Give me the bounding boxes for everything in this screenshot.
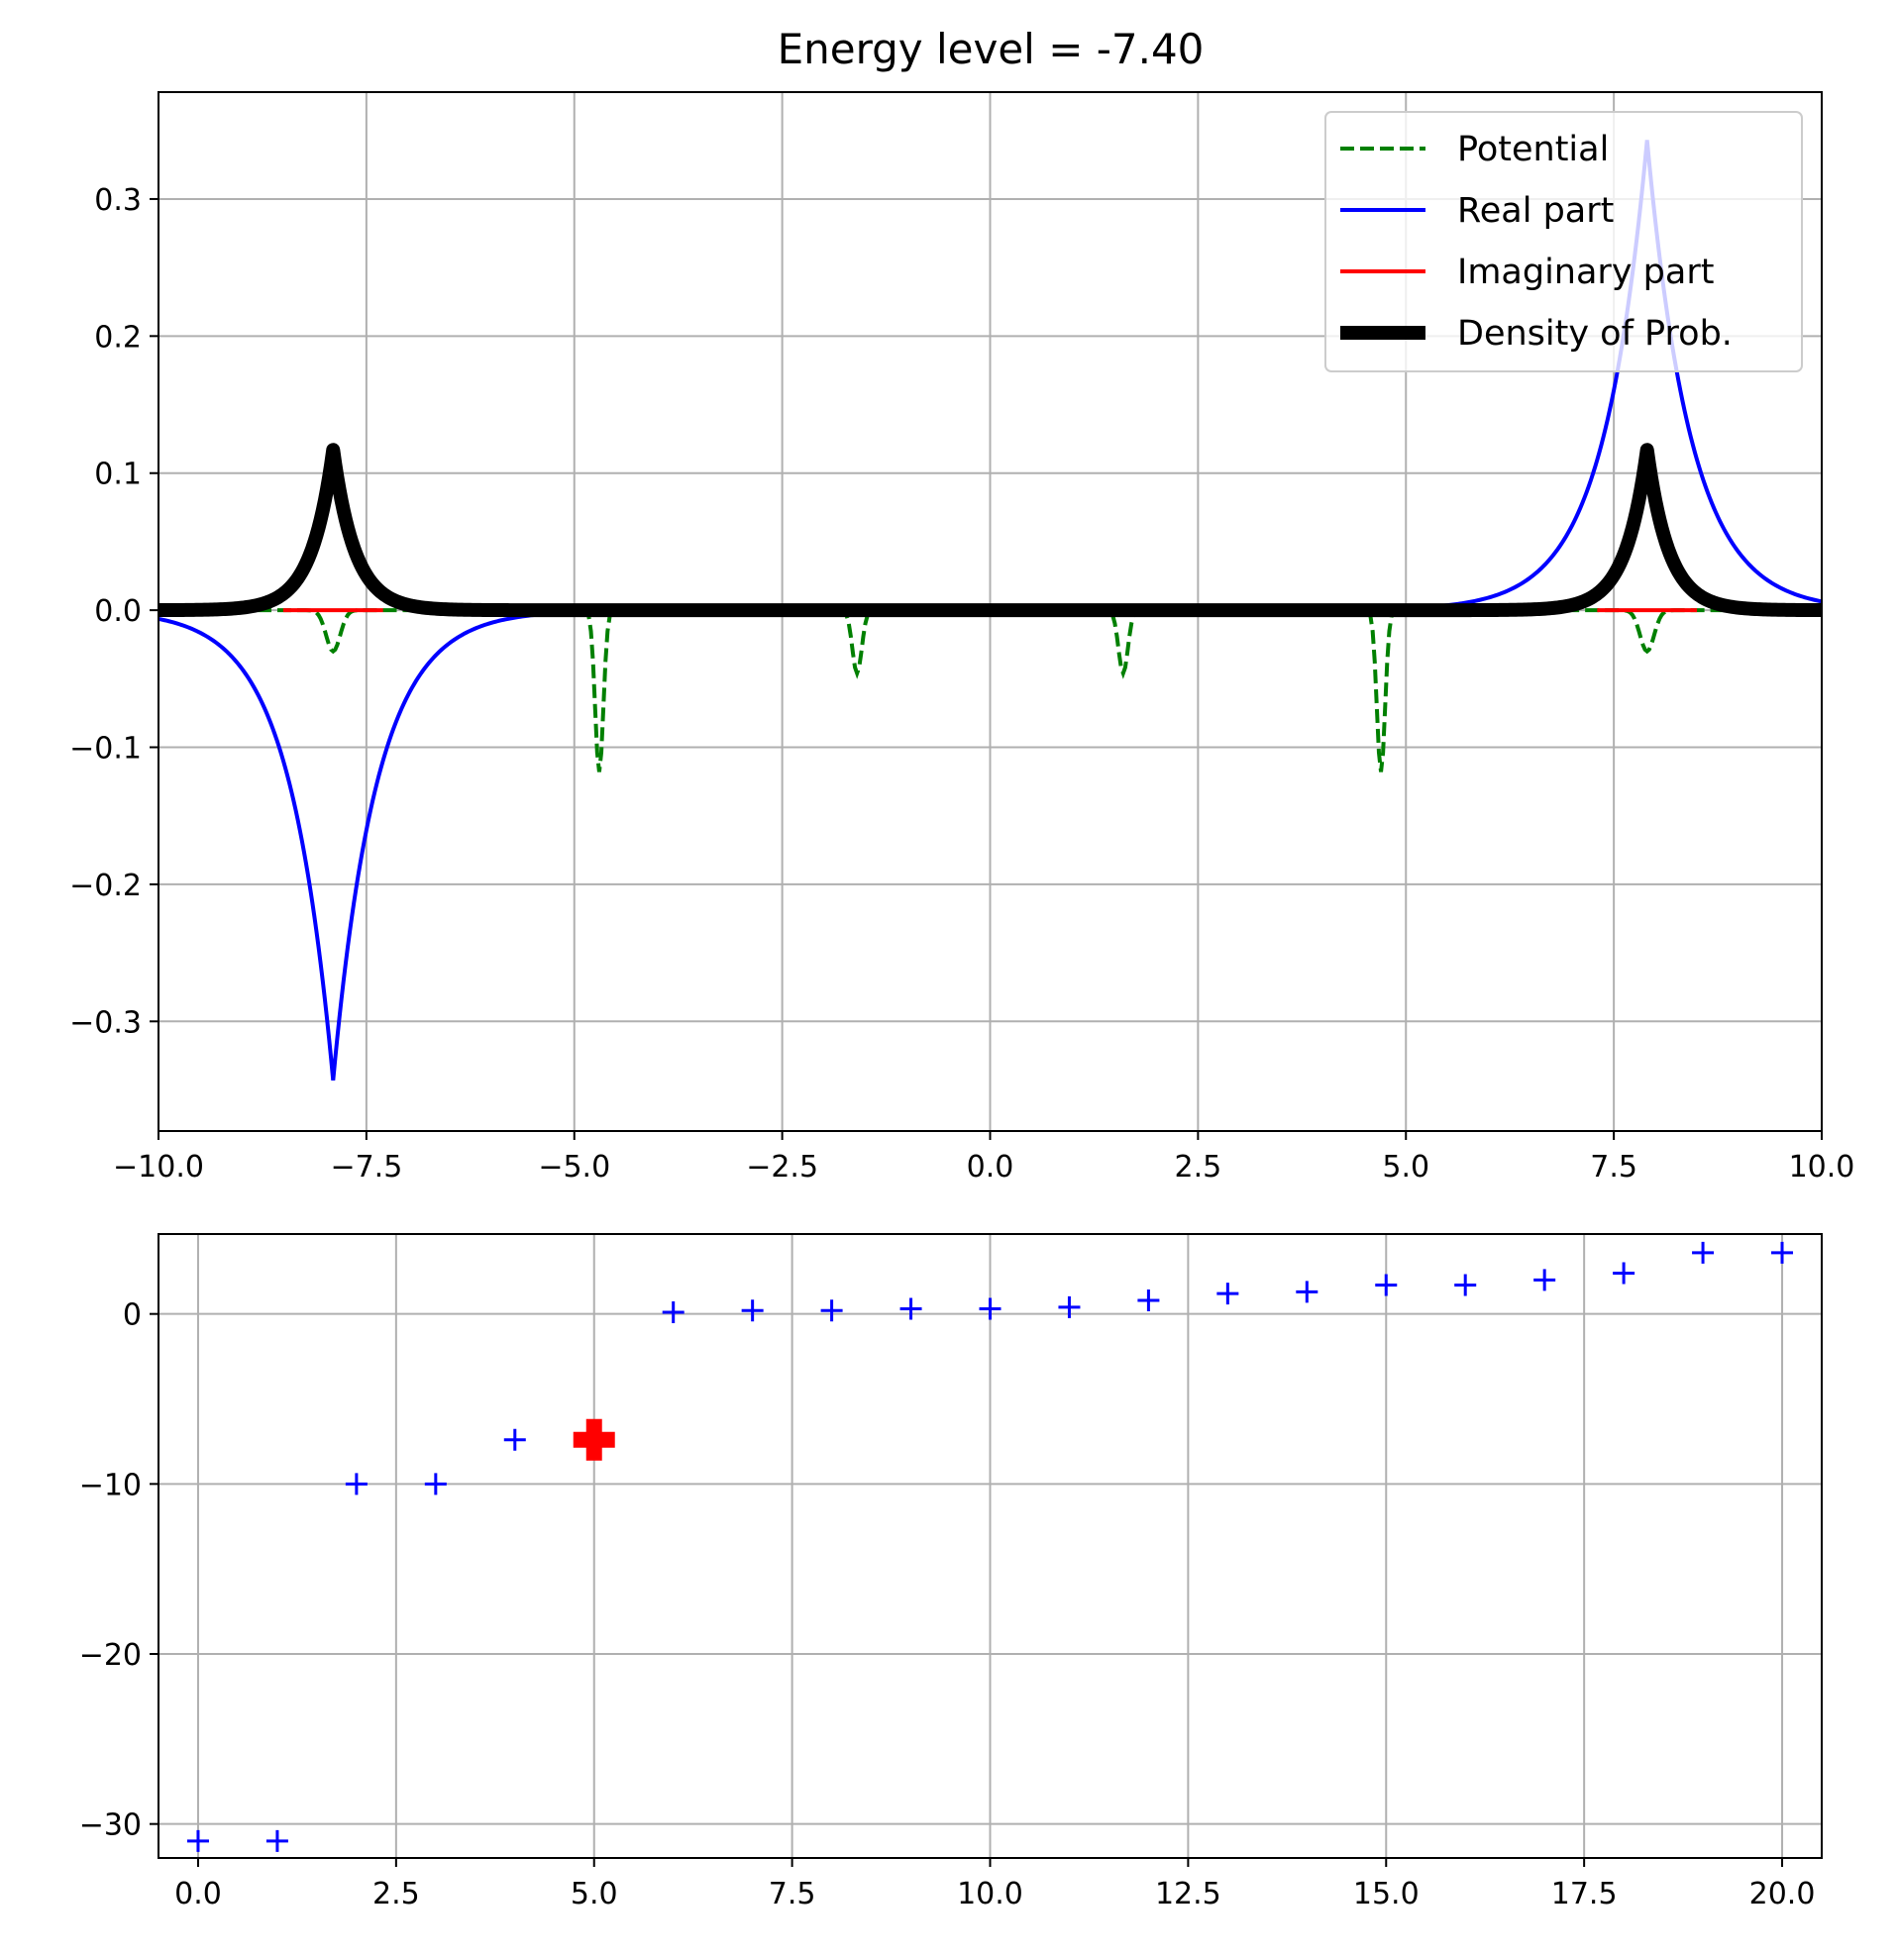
top-series [154,140,1827,1081]
top-ticks: −10.0 −7.5 −5.0 −2.5 0.0 2.5 5.0 7.5 10.0 −0.3 −0.… [69,183,1854,1185]
bottom-xtick-label: 15.0 [1353,1877,1420,1911]
top-xtick-label: 0.0 [967,1150,1014,1185]
energy-point [1533,1269,1556,1291]
series-density-of-prob [154,443,1827,618]
energy-point [1771,1241,1794,1264]
energy-point [899,1297,922,1320]
top-xtick-label: −5.0 [538,1150,610,1185]
energy-point [503,1428,526,1451]
bottom-xtick-label: 17.5 [1551,1877,1618,1911]
bottom-ytick-label: −20 [79,1638,142,1673]
legend-label-real: Real part [1457,191,1614,231]
energy-point [979,1297,1002,1320]
bottom-ytick-label: 0 [123,1298,142,1333]
top-xtick-label: 7.5 [1590,1150,1637,1185]
top-ytick-label: −0.2 [69,869,142,903]
bottom-series [186,1241,1794,1852]
energy-point [1296,1281,1318,1303]
energy-point [265,1829,288,1852]
top-xtick-label: −7.5 [330,1150,402,1185]
energy-levels-plot: 0.0 2.5 5.0 7.5 10.0 12.5 15.0 17.5 20.0 −30 −20 −1… [79,1233,1823,1911]
energy-point [1613,1262,1635,1285]
energy-point [1454,1274,1477,1296]
top-ytick-label: −0.1 [69,732,142,767]
bottom-xtick-label: 2.5 [372,1877,420,1911]
top-xtick-label: 2.5 [1175,1150,1222,1185]
top-ytick-label: −0.3 [69,1005,142,1040]
top-xtick-label: −2.5 [746,1150,818,1185]
top-xtick-label: 10.0 [1789,1150,1855,1185]
legend-label-imaginary: Imaginary part [1457,253,1714,292]
wavefunction-plot: Energy level = -7.40 −10.0 −7.5 −5.0 −2.5 0.… [69,25,1854,1185]
energy-point [662,1300,685,1323]
energy-point [1216,1283,1239,1305]
chart-title: Energy level = -7.40 [778,25,1205,73]
energy-point [1375,1274,1398,1296]
bottom-xtick-label: 12.5 [1155,1877,1221,1911]
bottom-ytick-label: −30 [79,1808,142,1843]
top-ytick-label: 0.1 [94,458,142,492]
top-ytick-label: 0.0 [94,594,142,629]
top-xtick-label: −10.0 [113,1150,204,1185]
energy-point [1692,1241,1715,1264]
bottom-xtick-label: 20.0 [1749,1877,1816,1911]
bottom-ticks: 0.0 2.5 5.0 7.5 10.0 12.5 15.0 17.5 20.0 −30 −20 −1… [79,1298,1816,1911]
bottom-xtick-label: 5.0 [571,1877,618,1911]
bottom-xtick-label: 7.5 [769,1877,816,1911]
energy-point [820,1299,843,1322]
selected-energy-point [573,1418,615,1461]
bottom-grid [158,1234,1822,1858]
energy-point [345,1473,368,1496]
top-ytick-label: 0.2 [94,320,142,355]
legend: Potential Real part Imaginary part Densi… [1324,111,1803,372]
bottom-xtick-label: 0.0 [174,1877,222,1911]
top-ytick-label: 0.3 [94,183,142,218]
energy-point [1058,1295,1081,1318]
legend-box [1324,111,1803,372]
legend-label-potential: Potential [1457,130,1609,169]
energy-point [186,1829,209,1852]
top-xtick-label: 5.0 [1382,1150,1429,1185]
bottom-ytick-label: −10 [79,1468,142,1502]
energy-point [1137,1289,1160,1311]
energy-point [424,1473,447,1496]
legend-label-density: Density of Prob. [1457,314,1733,354]
bottom-xtick-label: 10.0 [957,1877,1023,1911]
energy-point [741,1299,764,1322]
